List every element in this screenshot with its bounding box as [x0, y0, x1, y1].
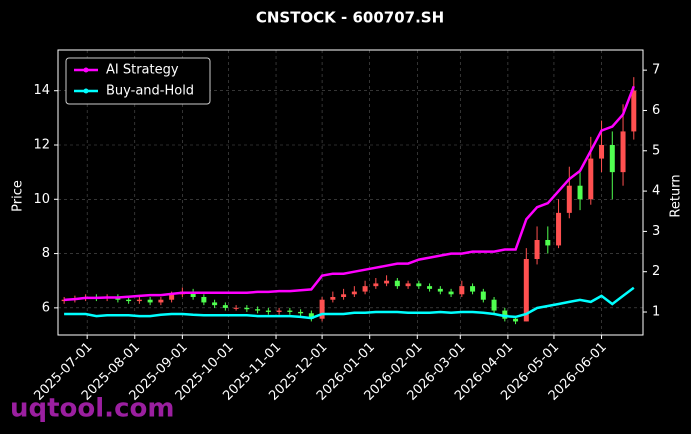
candle-body [298, 311, 304, 314]
candle-body [437, 288, 443, 292]
candle-body [276, 310, 282, 312]
candle-body [405, 283, 411, 287]
y-tick-label: 10 [33, 192, 50, 207]
candle-body [513, 318, 519, 322]
candle-body [222, 305, 228, 308]
y2-tick-label: 1 [652, 305, 660, 320]
candle-body [330, 297, 336, 300]
legend-marker [83, 67, 89, 73]
chart-title: CNSTOCK - 600707.SH [256, 9, 444, 27]
candle-body [190, 291, 196, 297]
candle-body [523, 259, 529, 322]
candle-body [158, 299, 164, 303]
candle-body [233, 307, 239, 309]
y2-axis-label: Return [669, 174, 684, 217]
candle-body [201, 297, 207, 303]
candle-body [373, 283, 379, 287]
candle-body [502, 310, 508, 319]
candle-body [480, 291, 486, 300]
candle-body [620, 131, 626, 173]
candle-body [534, 240, 540, 259]
y2-tick-label: 7 [652, 63, 660, 78]
candle-body [351, 291, 357, 295]
watermark: uqtool.com [10, 394, 174, 424]
y-tick-label: 14 [33, 83, 50, 98]
candle-body [566, 185, 572, 213]
legend-marker [83, 88, 89, 94]
y-axis-label: Price [11, 180, 26, 212]
candle-body [556, 212, 562, 246]
candle-body [459, 286, 465, 295]
candle-body [394, 280, 400, 287]
candle-body [255, 309, 261, 311]
series-line [64, 85, 635, 302]
plot-frame [57, 49, 644, 336]
y2-tick-label: 4 [652, 184, 660, 199]
candle-body [147, 299, 153, 303]
candle-body [265, 310, 271, 312]
candle-body [384, 280, 390, 284]
series-line [64, 286, 635, 320]
y-tick-label: 12 [33, 138, 50, 153]
candle-body [599, 145, 605, 159]
legend-box [65, 57, 211, 105]
y2-tick-label: 2 [652, 264, 660, 279]
candle-body [136, 299, 142, 302]
y2-tick-label: 6 [652, 103, 660, 118]
candle-body [577, 185, 583, 200]
candle-body [212, 302, 218, 306]
legend-label: Buy-and-Hold [106, 84, 194, 99]
candle-body [319, 299, 325, 319]
candle-body [416, 283, 422, 287]
legend-label: AI Strategy [106, 63, 179, 78]
candle-body [545, 240, 551, 246]
candle-body [244, 307, 250, 310]
candle-body [448, 291, 454, 295]
candle-body [287, 310, 293, 312]
candle-body [341, 294, 347, 297]
candle-body [588, 158, 594, 200]
candle-body [609, 145, 615, 173]
candle-body [491, 299, 497, 311]
candle-body [470, 286, 476, 292]
candle-body [169, 294, 175, 300]
y2-tick-label: 3 [652, 224, 660, 239]
y-tick-label: 6 [42, 300, 50, 315]
candle-body [427, 286, 433, 289]
candle-body [126, 299, 132, 302]
y-tick-label: 8 [42, 246, 50, 261]
y2-tick-label: 5 [652, 143, 660, 158]
candle-body [308, 313, 314, 319]
candle-body [631, 90, 637, 132]
candle-body [362, 286, 368, 292]
